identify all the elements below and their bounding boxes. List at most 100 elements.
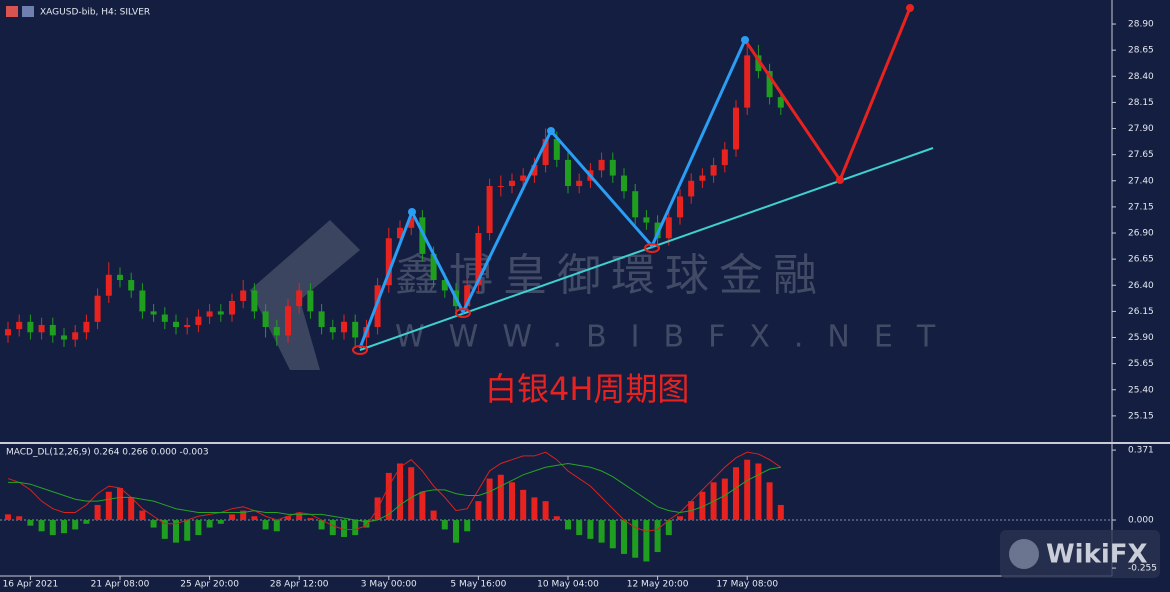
candle-body (632, 191, 639, 218)
candle-body (598, 159, 605, 171)
arrow-head (741, 36, 749, 44)
candle-body (755, 55, 762, 72)
candle-body (766, 71, 773, 98)
macd-bar (598, 520, 605, 543)
macd-bar (72, 520, 79, 530)
candle-body (710, 165, 717, 176)
arrow-head (836, 176, 844, 184)
macd-bar (341, 520, 347, 537)
macd-bar (329, 520, 336, 536)
watermark-text: 鑫博皇御環球金融 (395, 250, 827, 301)
candle-body (385, 238, 392, 286)
x-tick-label: 17 May 08:00 (716, 580, 778, 590)
x-tick-label: 5 May 16:00 (450, 580, 506, 590)
candle-body (520, 175, 527, 181)
macd-bar (587, 520, 594, 539)
candle-body (430, 253, 437, 281)
macd-bar (184, 520, 191, 541)
macd-bar (61, 520, 67, 534)
macd-bar (161, 520, 168, 539)
candle-body (531, 165, 538, 176)
macd-bar (486, 478, 493, 521)
macd-bar (128, 497, 135, 521)
macd-line (7, 451, 782, 532)
y-tick-label: 25.15 (1128, 411, 1154, 421)
logo-box: WikiFX (1000, 530, 1160, 578)
macd-bar (509, 482, 515, 521)
macd-bar (150, 520, 157, 528)
y-tick-label: 26.15 (1128, 307, 1154, 317)
candle-body (497, 185, 504, 187)
y-tick-label: 28.90 (1128, 20, 1154, 30)
macd-bar (397, 463, 403, 521)
macd-bar (699, 491, 706, 521)
y-tick-label: 28.15 (1128, 98, 1154, 108)
macd-bar (430, 510, 437, 521)
macd-bar (27, 520, 34, 526)
macd-bar (721, 478, 728, 521)
candle-body (206, 311, 213, 317)
candle-body (329, 327, 336, 333)
candle-body (565, 159, 571, 186)
x-tick-label: 12 May 20:00 (627, 580, 689, 590)
macd-bar (609, 520, 616, 549)
macd-bar (83, 520, 90, 524)
y-tick-label: 25.65 (1128, 359, 1154, 369)
macd-bar (296, 512, 303, 521)
macd-bar (139, 510, 146, 521)
candle-body (49, 324, 56, 336)
macd-bar (318, 520, 325, 530)
candle-body (273, 327, 280, 336)
arrow-head (906, 4, 914, 12)
candle-body (150, 311, 157, 315)
candle-body (229, 300, 235, 315)
macd-bar (385, 472, 392, 521)
macd-bar (576, 520, 583, 536)
candle-body (677, 196, 683, 218)
candle-body (195, 316, 202, 325)
candle-body (251, 290, 258, 312)
candle-body (94, 295, 101, 322)
macd-bar (38, 520, 45, 532)
candle-body (441, 280, 448, 291)
macd-bar (105, 491, 112, 521)
candle-body (621, 175, 627, 192)
candle-body (217, 311, 224, 315)
candle-body (397, 227, 403, 239)
candle-body (408, 217, 415, 228)
candle-body (262, 311, 269, 328)
macd-bar (307, 518, 314, 521)
candle-body (285, 306, 291, 336)
arrow-head (547, 127, 555, 135)
macd-bar (5, 514, 11, 521)
arrow-head (408, 208, 416, 216)
macd-bar (665, 520, 672, 536)
logo-icon (1009, 539, 1039, 569)
macd-bar (195, 520, 202, 536)
candle-body (296, 290, 303, 307)
macd-bar (49, 520, 56, 536)
y-tick-label: 26.90 (1128, 229, 1154, 239)
candle-body (609, 159, 616, 176)
macd-bar (733, 467, 739, 521)
macd-bar (173, 520, 179, 543)
candle-body (643, 217, 650, 223)
drawings (352, 4, 934, 355)
candle-body (744, 55, 751, 108)
candle-body (139, 290, 146, 312)
candle-body (161, 314, 168, 322)
y-tick-label: 27.65 (1128, 150, 1154, 160)
x-tick-label: 28 Apr 12:00 (270, 580, 329, 590)
candle-body (576, 180, 583, 186)
macd-bar (352, 520, 359, 536)
y-tick-label: 26.40 (1128, 281, 1154, 291)
symbol-icon (22, 6, 34, 17)
pivot-marker (644, 243, 660, 253)
candle-body (117, 274, 123, 281)
candle-body (240, 290, 247, 301)
macd-bar (531, 497, 538, 521)
annotation: 白银4H周期图 (485, 370, 689, 408)
macd-bar (441, 520, 448, 530)
macd-bar (755, 463, 762, 521)
